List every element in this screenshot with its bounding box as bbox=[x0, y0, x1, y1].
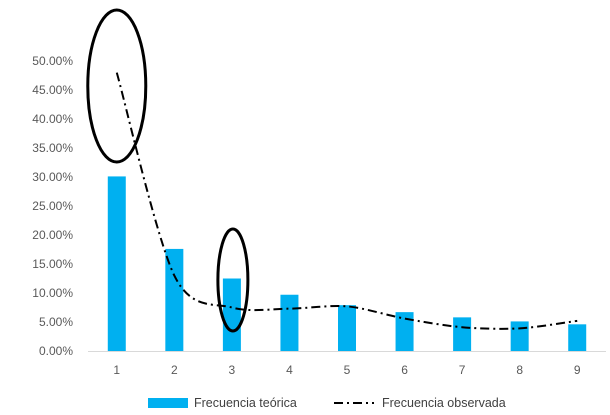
bar bbox=[568, 324, 587, 351]
y-tick-label: 45.00% bbox=[32, 83, 73, 97]
x-tick-label: 4 bbox=[286, 363, 293, 377]
y-tick-label: 25.00% bbox=[32, 199, 73, 213]
bar bbox=[280, 294, 299, 351]
annotation-ellipse bbox=[216, 227, 250, 333]
bar bbox=[165, 248, 184, 351]
x-tick-label: 2 bbox=[171, 363, 178, 377]
x-tick-label: 1 bbox=[113, 363, 120, 377]
x-tick-label: 5 bbox=[344, 363, 351, 377]
y-tick-label: 35.00% bbox=[32, 141, 73, 155]
bar bbox=[395, 312, 414, 351]
x-tick-label: 9 bbox=[574, 363, 581, 377]
y-tick-label: 30.00% bbox=[32, 170, 73, 184]
y-tick-label: 10.00% bbox=[32, 286, 73, 300]
legend-label: Frecuencia observada bbox=[382, 396, 506, 410]
legend-label: Frecuencia teórica bbox=[194, 396, 297, 410]
legend-swatch-bar bbox=[148, 398, 188, 408]
y-tick-label: 15.00% bbox=[32, 257, 73, 271]
x-tick-label: 3 bbox=[229, 363, 236, 377]
y-tick-label: 50.00% bbox=[32, 54, 73, 68]
x-tick-label: 8 bbox=[516, 363, 523, 377]
y-tick-label: 40.00% bbox=[32, 112, 73, 126]
annotation-ellipse bbox=[86, 8, 148, 164]
bar bbox=[453, 317, 472, 351]
y-tick-label: 20.00% bbox=[32, 228, 73, 242]
y-tick-label: 0.00% bbox=[39, 344, 73, 358]
y-tick-label: 5.00% bbox=[39, 315, 73, 329]
x-tick-label: 7 bbox=[459, 363, 466, 377]
x-tick-label: 6 bbox=[401, 363, 408, 377]
bar bbox=[338, 305, 356, 351]
bar bbox=[510, 321, 529, 351]
observed-series-line bbox=[115, 72, 578, 330]
bar bbox=[107, 176, 126, 351]
bar bbox=[222, 278, 241, 351]
